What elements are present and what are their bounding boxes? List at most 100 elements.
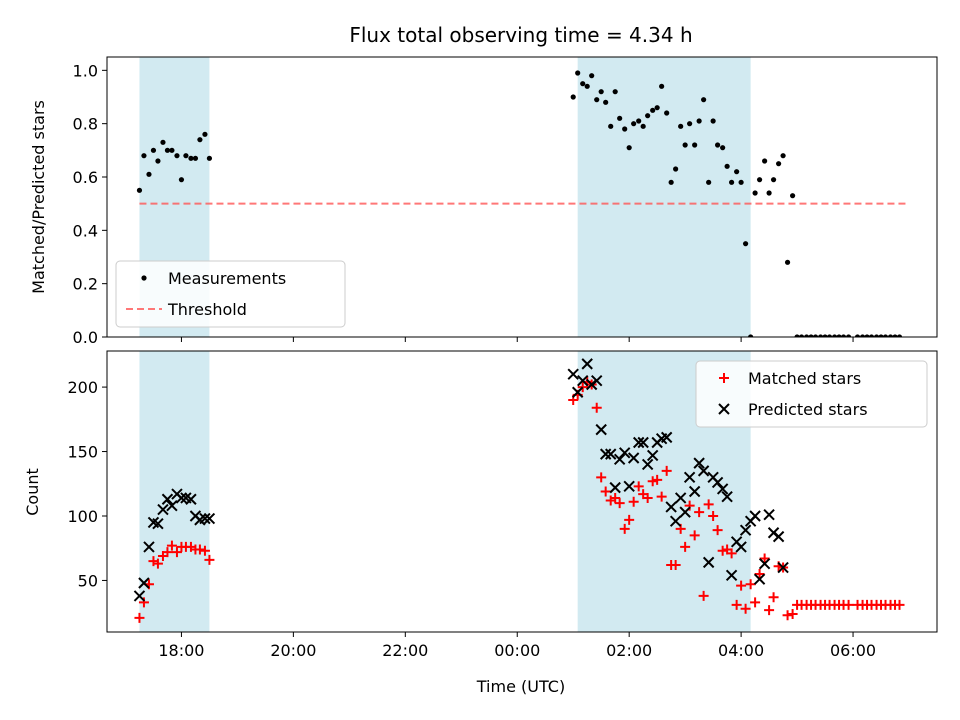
bottom-series-1-point-7	[166, 499, 178, 512]
bottom-series-0-point-21	[591, 402, 602, 413]
top-series-0-point-63	[790, 193, 796, 199]
top-series-0-point-7	[169, 147, 175, 153]
top-series-0-point-56	[756, 177, 763, 183]
bottom-series-0-point-50	[726, 548, 737, 559]
bottom-legend-marker-0	[719, 373, 729, 383]
top-panel: 0.0 0.2 0.4 0.6 0.8 1.0 Measurements Threshold	[73, 56, 938, 347]
top-series-0-point-79	[868, 334, 875, 337]
bottom-series-0-point-26	[614, 498, 625, 509]
top-series-0-point-58	[766, 190, 772, 196]
x-tick-label-4: 02:00	[606, 641, 652, 660]
bottom-series-0-point-43	[694, 507, 705, 518]
top-legend-label-0: Measurements	[168, 269, 286, 288]
bottom-series-0-point-42	[689, 530, 700, 541]
top-series-0-point-62	[784, 259, 791, 265]
bottom-y-tick-label-3: 200	[67, 378, 98, 397]
bottom-series-1-point-45	[702, 556, 715, 569]
top-series-0-point-76	[854, 334, 861, 337]
top-series-0-point-43	[696, 118, 702, 124]
top-series-0-point-44	[701, 97, 707, 103]
bottom-series-0-point-14	[199, 545, 210, 556]
bottom-series-0-point-22	[596, 472, 607, 483]
top-y-tick-label-4: 0.8	[73, 115, 98, 134]
bottom-series-1-point-55	[749, 510, 761, 522]
bottom-series-0-point-8	[171, 547, 182, 558]
bottom-series-1-point-21	[591, 374, 603, 387]
bottom-series-0-point-47	[712, 525, 723, 536]
x-tick-label-3: 00:00	[494, 641, 540, 660]
top-series-0-point-23	[603, 99, 609, 105]
bottom-series-0-point-40	[680, 541, 691, 552]
top-series-0-point-14	[202, 131, 208, 137]
bottom-series-1-point-40	[679, 506, 691, 518]
bottom-series-1-point-23	[599, 448, 612, 460]
bottom-y-tick-label-0: 50	[78, 571, 98, 590]
bottom-series-1-point-32	[641, 458, 654, 471]
x-axis-label: Time (UTC)	[476, 677, 565, 696]
top-series-0-point-71	[826, 334, 833, 337]
top-series-0-point-46	[710, 118, 716, 124]
bottom-series-1-point-41	[683, 471, 696, 484]
top-y-tick-label-0: 0.0	[73, 328, 98, 347]
bottom-series-0-point-48	[717, 545, 728, 556]
top-series-0-point-73	[836, 334, 842, 337]
bottom-series-0-point-75	[843, 599, 854, 610]
bottom-series-0-point-53	[740, 603, 751, 614]
top-series-0-point-27	[622, 126, 628, 132]
bottom-legend-marker-1	[718, 403, 730, 415]
top-series-0-point-15	[206, 155, 213, 161]
bottom-series-0-point-44	[698, 590, 709, 601]
top-series-0-point-40	[682, 142, 688, 148]
x-tick-label-5: 04:00	[718, 641, 764, 660]
top-series-0-point-45	[706, 179, 712, 185]
bottom-series-1-point-60	[772, 530, 785, 543]
top-series-0-point-72	[831, 334, 838, 337]
bottom-series-1-point-33	[646, 449, 659, 462]
x-tick-label-6: 06:00	[830, 641, 876, 660]
bottom-series-0-point-32	[642, 492, 653, 503]
top-series-0-point-29	[631, 121, 637, 127]
top-series-0-point-18	[580, 81, 586, 87]
bottom-series-0-point-15	[204, 554, 215, 565]
top-series-0-point-85	[896, 334, 903, 337]
bottom-series-0-point-57	[759, 553, 770, 564]
bottom-series-0-point-55	[750, 597, 761, 608]
bottom-series-1-point-53	[739, 524, 752, 536]
bottom-axes-frame	[106, 350, 938, 633]
top-series-0-point-57	[762, 158, 768, 164]
top-series-0-point-11	[188, 155, 194, 161]
top-series-0-point-24	[608, 123, 614, 129]
bottom-series-0-point-23	[600, 486, 611, 497]
bottom-series-0-point-85	[894, 599, 905, 610]
top-series-0-point-21	[594, 97, 600, 103]
top-series-0-point-34	[654, 105, 660, 111]
top-y-tick-label-3: 0.6	[73, 168, 98, 187]
bottom-y-tick-label-1: 100	[67, 507, 98, 526]
top-series-0-point-28	[626, 145, 632, 151]
top-series-0-point-54	[748, 334, 754, 337]
bottom-series-1-point-1	[138, 577, 150, 589]
bottom-series-0-point-29	[628, 496, 639, 507]
top-series-0-point-13	[197, 137, 203, 143]
bottom-legend-label-1: Predicted stars	[748, 400, 868, 419]
bottom-y-tick-label-2: 150	[67, 443, 98, 462]
bottom-series-1-point-11	[185, 493, 197, 505]
bottom-series-1-point-48	[716, 483, 729, 495]
top-series-0-point-68	[812, 334, 819, 337]
top-series-0-point-8	[174, 153, 180, 159]
top-y-tick-label-5: 1.0	[73, 61, 98, 80]
top-series-0-point-51	[734, 169, 740, 175]
bottom-series-0-point-30	[633, 481, 644, 492]
bottom-series-1-point-30	[632, 436, 645, 449]
top-y-tick-label-2: 0.4	[73, 221, 98, 240]
top-series-0-point-74	[840, 334, 847, 337]
top-series-0-point-70	[822, 334, 828, 337]
bottom-series-1-point-9	[175, 492, 188, 504]
bottom-series-0-point-52	[736, 580, 747, 591]
top-y-axis-label: Matched/Predicted stars	[29, 100, 48, 294]
bottom-series-0-point-58	[764, 605, 775, 616]
top-series-0-point-66	[803, 334, 810, 337]
top-series-0-point-10	[183, 153, 189, 159]
bottom-series-1-point-31	[637, 436, 649, 449]
top-series-0-point-80	[873, 334, 880, 337]
